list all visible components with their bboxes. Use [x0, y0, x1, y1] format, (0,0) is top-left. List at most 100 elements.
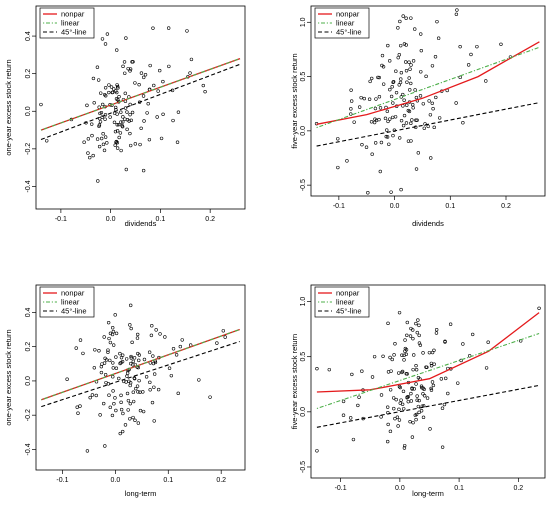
x-tick-label: 0.0 — [106, 216, 116, 223]
scatter-point — [385, 135, 390, 139]
scatter-point — [95, 65, 100, 69]
scatter-point — [402, 358, 406, 362]
scatter-point — [392, 406, 396, 411]
legend-entry: 45°-line — [61, 307, 87, 316]
scatter-point — [76, 411, 80, 415]
scatter-point — [103, 113, 108, 117]
scatter-point — [378, 106, 383, 110]
scatter-point — [135, 336, 140, 340]
scatter-point — [86, 137, 91, 141]
scatter-point — [412, 353, 416, 357]
scatter-point — [399, 70, 404, 75]
scatter-point — [431, 383, 436, 388]
scatter-point — [421, 404, 426, 408]
y-tick-label: 0.5 — [300, 352, 307, 362]
panel-3: -0.1 0.0 0.1 0.2 -0.4 -0.2 0.0 0.2 0.4 long-term o… — [4, 284, 246, 498]
scatter-point — [414, 95, 419, 100]
scatter-point — [421, 392, 425, 396]
scatter-point — [115, 123, 119, 127]
scatter-point — [88, 155, 92, 160]
scatter-point — [143, 73, 148, 77]
scatter-point — [121, 120, 125, 124]
scatter-point — [125, 371, 130, 375]
scatter-point — [128, 102, 132, 107]
scatter-point — [103, 93, 107, 97]
scatter-point — [161, 79, 165, 84]
scatter-point — [458, 44, 462, 49]
scatter-point — [414, 118, 418, 122]
scatter-point — [432, 348, 436, 353]
scatter-point — [113, 313, 117, 317]
scatter-point — [315, 449, 319, 453]
scatter-point — [440, 445, 445, 449]
scatter-point — [171, 347, 176, 351]
scatter-point — [188, 71, 192, 75]
scatter-point — [129, 118, 133, 123]
scatter-point — [427, 99, 431, 103]
scatter-point — [454, 12, 459, 17]
scatter-point — [137, 378, 141, 383]
scatter-point — [152, 372, 157, 376]
scatter-point — [417, 323, 421, 328]
scatter-point — [158, 68, 162, 73]
scatter-point — [409, 63, 413, 67]
scatter-point — [169, 373, 174, 378]
scatter-point — [122, 60, 127, 64]
scatter-point — [373, 106, 378, 111]
scatter-point — [414, 382, 418, 386]
scatter-point — [401, 92, 405, 97]
scatter-point — [107, 90, 111, 95]
scatter-point — [380, 63, 384, 68]
scatter-point — [128, 69, 132, 73]
y-tick-label: -0.5 — [300, 461, 307, 473]
series-line-solid — [41, 328, 240, 401]
scatter-point — [432, 362, 436, 366]
scatter-point — [388, 388, 393, 392]
scatter-point — [125, 374, 129, 378]
scatter-point — [414, 368, 419, 372]
scatter-point — [389, 94, 394, 99]
scatter-point — [422, 126, 426, 130]
x-tick-label: 0.1 — [163, 477, 173, 484]
scatter-point — [431, 107, 435, 111]
scatter-point — [409, 391, 413, 396]
scatter-point — [349, 88, 353, 92]
scatter-point — [399, 118, 404, 123]
scatter-point — [98, 120, 103, 124]
scatter-point — [421, 351, 425, 355]
scatter-point — [390, 85, 394, 89]
x-tick-label: 0.1 — [156, 216, 166, 223]
scatter-point — [82, 140, 86, 144]
scatter-point — [148, 380, 152, 385]
scatter-point — [395, 415, 400, 419]
scatter-point — [426, 124, 430, 129]
scatter-point — [402, 446, 407, 450]
scatter-point — [385, 128, 389, 132]
scatter-point — [398, 136, 402, 140]
x-tick-label: 0.1 — [454, 485, 464, 492]
scatter-point — [117, 94, 121, 99]
scatter-points — [39, 26, 207, 183]
scatter-point — [350, 372, 354, 377]
scatter-point — [357, 395, 361, 399]
scatter-point — [135, 332, 140, 337]
scatter-point — [151, 354, 155, 358]
scatter-point — [116, 122, 121, 127]
scatter-point — [436, 36, 441, 40]
scatter-point — [142, 119, 146, 123]
scatter-point — [411, 367, 415, 372]
scatter-point — [391, 79, 396, 84]
scatter-point — [385, 109, 390, 113]
scatter-point — [405, 103, 409, 107]
scatter-point — [105, 32, 110, 36]
scatter-point — [128, 112, 132, 117]
scatter-point — [99, 364, 104, 369]
scatter-point — [133, 142, 138, 146]
scatter-point — [130, 110, 135, 115]
scatter-point — [128, 131, 132, 136]
scatter-point — [107, 83, 111, 87]
scatter-point — [442, 402, 447, 407]
scatter-point — [315, 366, 319, 371]
scatter-point — [119, 407, 124, 412]
